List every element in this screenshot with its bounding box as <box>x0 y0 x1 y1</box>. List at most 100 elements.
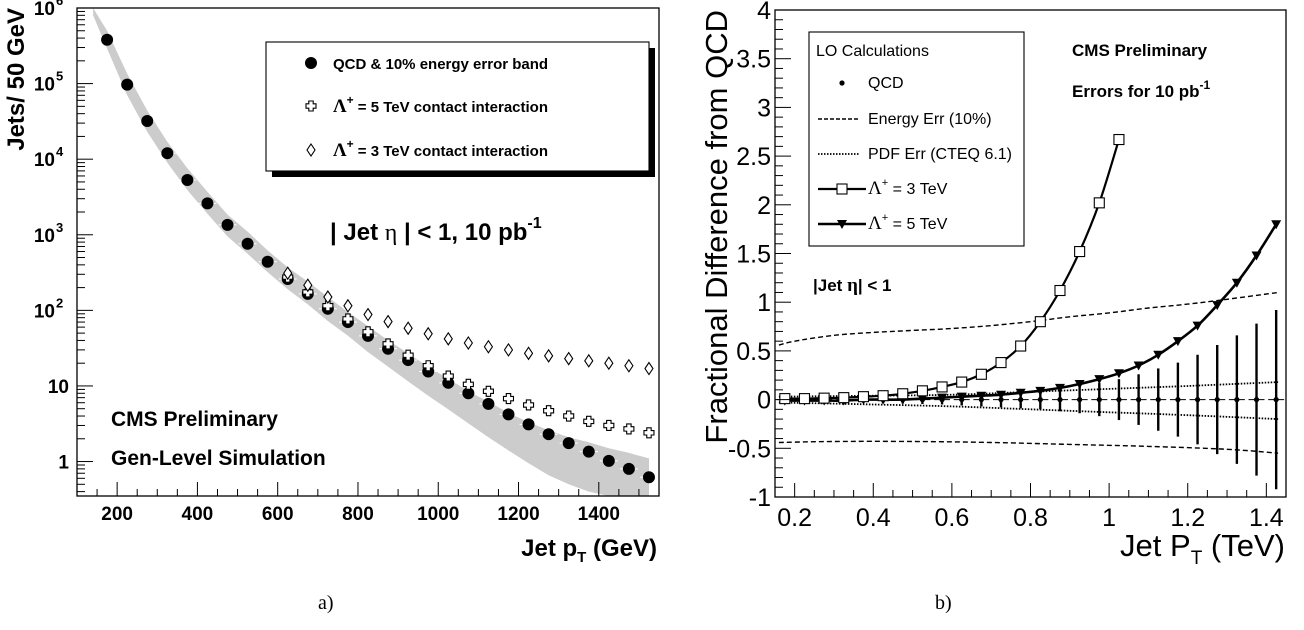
lambda-5tev-point <box>1271 220 1282 230</box>
y-tick-label: 10 <box>34 0 55 20</box>
lambda-3tev-point <box>818 392 830 404</box>
qcd-point <box>1234 397 1240 403</box>
lambda-5tev-point <box>996 390 1007 400</box>
legend-label: Λ+ = 3 TeV contact interaction <box>333 137 548 161</box>
x-tick-label: 1 <box>1102 504 1116 532</box>
series-lambda-3tev <box>779 133 1125 405</box>
data-point-cross <box>362 326 374 338</box>
data-point-circle <box>161 147 174 160</box>
watermark-line-1: CMS Preliminary <box>111 408 278 431</box>
lambda-3tev-point <box>1074 246 1086 258</box>
data-point-circle <box>221 218 234 231</box>
panel-b-y-axis: -1 -0.5 0 0.5 1 1.5 2 2.5 3 3.5 4 <box>728 0 791 512</box>
x-tick-label: 0.4 <box>856 504 891 532</box>
data-point-cross <box>402 349 414 361</box>
panel-b-legend: LO Calculations QCD Energy Err (10%) PDF Er… <box>808 31 1025 247</box>
lambda-3tev-point <box>1015 340 1027 352</box>
data-point-diamond <box>463 336 474 350</box>
lambda-3tev-point <box>995 357 1007 369</box>
data-point-circle <box>622 462 635 475</box>
lambda-5tev-point <box>1133 361 1144 371</box>
qcd-point <box>1135 397 1142 403</box>
data-point-cross <box>543 405 555 417</box>
data-point-cross <box>482 385 494 397</box>
legend-marker-cross <box>305 100 317 112</box>
lambda-5tev-point <box>1113 369 1124 379</box>
y-tick-label: 3.5 <box>736 46 771 74</box>
legend-marker-triangle <box>837 220 847 229</box>
series-cross <box>282 271 655 439</box>
data-point-cross <box>462 378 474 390</box>
data-point-circle <box>442 376 455 389</box>
data-point-circle <box>422 365 435 378</box>
watermark-line-2: Errors for 10 pb-1 <box>1072 78 1211 101</box>
data-point-diamond <box>503 342 514 357</box>
data-point-cross <box>603 419 615 432</box>
lambda-3tev-point <box>897 388 909 400</box>
lambda-3tev-point <box>956 376 968 388</box>
data-point-diamond <box>363 307 373 322</box>
qcd-point <box>1057 397 1063 403</box>
data-point-diamond <box>644 361 654 376</box>
data-point-circle <box>642 471 655 484</box>
pdf-error-lower-line <box>778 401 1279 420</box>
panel-a-legend: QCD & 10% energy error band Λ+ = 5 TeV co… <box>265 41 655 177</box>
panel-b-annotation: |Jet η| < 1 <box>813 275 891 296</box>
data-point-circle <box>502 408 515 421</box>
data-point-cross <box>422 360 434 372</box>
lambda-5tev-point <box>1153 350 1164 360</box>
y-tick-label: 10 <box>34 150 55 171</box>
lambda-3tev-point <box>936 381 948 393</box>
lambda-5tev-point <box>1035 386 1046 396</box>
legend-label: PDF Err (CTEQ 6.1) <box>868 146 1012 163</box>
legend-label: Λ+ = 5 TeV <box>868 212 948 234</box>
data-point-cross <box>583 415 595 427</box>
y-tick-label: -1 <box>749 484 771 512</box>
qcd-point <box>1273 397 1279 403</box>
lambda-3tev-point <box>975 368 987 380</box>
lambda-3tev-point <box>1093 197 1105 209</box>
legend-label: QCD & 10% energy error band <box>333 56 548 73</box>
legend-marker-qcd <box>839 80 845 86</box>
x-axis-title: Jet pT (GeV) <box>521 535 657 566</box>
x-tick-label: 0.8 <box>1013 504 1048 532</box>
x-tick-label: 800 <box>342 504 374 525</box>
y-tick-exponent: 5 <box>56 69 63 84</box>
x-tick-label: 1200 <box>497 504 539 525</box>
lambda-3tev-point <box>877 390 889 402</box>
legend-title: LO Calculations <box>816 43 929 60</box>
lambda-3tev-point <box>916 385 928 397</box>
panel-b-x-axis: 0.2 0.4 0.6 0.8 1 1.2 1.4 <box>774 483 1287 532</box>
x-tick-label: 0.2 <box>777 504 812 532</box>
qcd-point <box>1253 397 1260 403</box>
y-tick-label: 0.5 <box>736 338 771 366</box>
lambda-5tev-point <box>1074 380 1085 390</box>
y-tick-label: 10 <box>48 377 69 398</box>
lambda-5tev-point <box>1251 251 1262 261</box>
lambda-3tev-point <box>838 392 850 404</box>
data-point-circle <box>181 174 194 187</box>
data-point-circle <box>241 237 254 250</box>
data-point-diamond <box>604 356 614 371</box>
lambda-3tev-point <box>798 393 811 405</box>
lambda-5tev-point <box>917 394 928 404</box>
y-tick-exponent: 4 <box>56 144 64 159</box>
x-tick-label: 1.2 <box>1170 504 1205 532</box>
lambda-5tev-point <box>1231 278 1242 288</box>
y-tick-label: 4 <box>757 0 771 25</box>
data-point-circle <box>141 114 154 127</box>
data-point-circle <box>482 397 495 410</box>
y-tick-label: 1 <box>757 289 771 317</box>
data-point-diamond <box>543 348 554 363</box>
data-point-circle <box>201 197 214 210</box>
lambda-5tev-point <box>1015 388 1026 398</box>
data-point-cross <box>342 313 354 325</box>
panel-a-caption: a) <box>318 592 334 614</box>
data-point-cross <box>523 399 535 411</box>
data-point-diamond <box>403 321 413 336</box>
data-point-circle <box>582 445 595 458</box>
lambda-5tev-point <box>1094 375 1105 385</box>
qcd-point <box>1096 397 1102 403</box>
